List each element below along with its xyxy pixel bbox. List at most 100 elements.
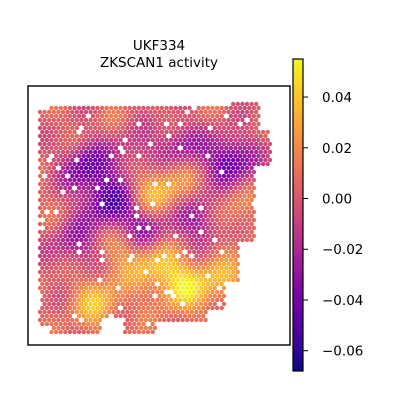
spot (113, 265, 119, 271)
spot (155, 169, 160, 175)
spot (228, 161, 234, 167)
spot (90, 121, 96, 127)
spot (95, 233, 100, 239)
spot (244, 157, 250, 163)
spot (175, 165, 181, 171)
spot (187, 209, 192, 215)
spot (74, 133, 80, 139)
spot (235, 125, 240, 131)
spot (120, 197, 126, 203)
spot (99, 305, 105, 311)
spot (116, 149, 121, 155)
spot (47, 213, 52, 219)
spot (226, 237, 231, 243)
spot (182, 201, 188, 207)
spot (212, 125, 217, 131)
spot (214, 177, 220, 183)
spot (44, 289, 50, 295)
spot (37, 317, 43, 323)
spot (125, 157, 130, 163)
spot (178, 305, 183, 311)
spot (201, 161, 206, 167)
spot (56, 125, 61, 131)
spot (83, 245, 89, 251)
spot (86, 129, 91, 135)
spot (171, 125, 176, 131)
spot (159, 201, 165, 207)
spot (162, 181, 167, 187)
spot (141, 297, 146, 303)
spot (139, 205, 144, 211)
spot (194, 141, 199, 147)
spot (219, 201, 224, 207)
spot (47, 261, 52, 267)
spot (226, 221, 231, 227)
spot (132, 289, 137, 295)
spot (247, 233, 252, 239)
spot (150, 297, 155, 303)
spot (235, 109, 240, 115)
spot (217, 277, 222, 283)
spot (249, 189, 254, 195)
spot (166, 157, 171, 163)
spot (198, 245, 204, 251)
spot (260, 153, 266, 159)
spot (210, 105, 215, 111)
spot (233, 193, 238, 199)
spot (67, 137, 73, 143)
spot (116, 189, 121, 195)
spot (53, 193, 59, 199)
spot (40, 321, 45, 327)
spot (221, 181, 227, 187)
spot (219, 185, 224, 191)
spot (150, 265, 155, 271)
spot (93, 317, 98, 323)
spot (201, 153, 206, 159)
spot (58, 329, 63, 335)
spot (83, 221, 89, 227)
spot (63, 313, 68, 319)
spot (129, 181, 135, 187)
spot (102, 293, 107, 299)
spot (132, 225, 137, 231)
spot (67, 273, 73, 279)
spot (67, 121, 73, 127)
spot (221, 261, 227, 267)
spot (235, 269, 240, 275)
spot (99, 161, 105, 167)
spot (118, 129, 123, 135)
spot (205, 257, 211, 263)
spot (72, 289, 77, 295)
spot (88, 277, 93, 283)
spot (256, 153, 261, 159)
spot (212, 133, 217, 139)
spot (203, 269, 208, 275)
spot (76, 257, 82, 263)
spot (187, 257, 192, 263)
spot (162, 317, 167, 323)
spot (203, 317, 208, 323)
spot (102, 285, 107, 291)
spot (171, 277, 176, 283)
spot (157, 141, 162, 147)
spot (42, 157, 47, 163)
spot (217, 141, 222, 147)
spot (127, 137, 132, 143)
spot (40, 289, 45, 295)
spot (134, 173, 139, 179)
spot (157, 165, 162, 171)
spot (221, 109, 227, 115)
spot (152, 149, 158, 155)
spot (148, 125, 153, 131)
spot (168, 233, 174, 239)
spot (194, 197, 199, 203)
spot (224, 273, 229, 279)
spot (150, 121, 155, 127)
spot (141, 209, 146, 215)
spot (203, 285, 208, 291)
spot (182, 233, 188, 239)
spot (219, 257, 224, 263)
spot (168, 217, 174, 223)
colorbar-ticks: 0.040.020.00−0.02−0.04−0.06 (303, 90, 363, 360)
spot (157, 229, 162, 235)
